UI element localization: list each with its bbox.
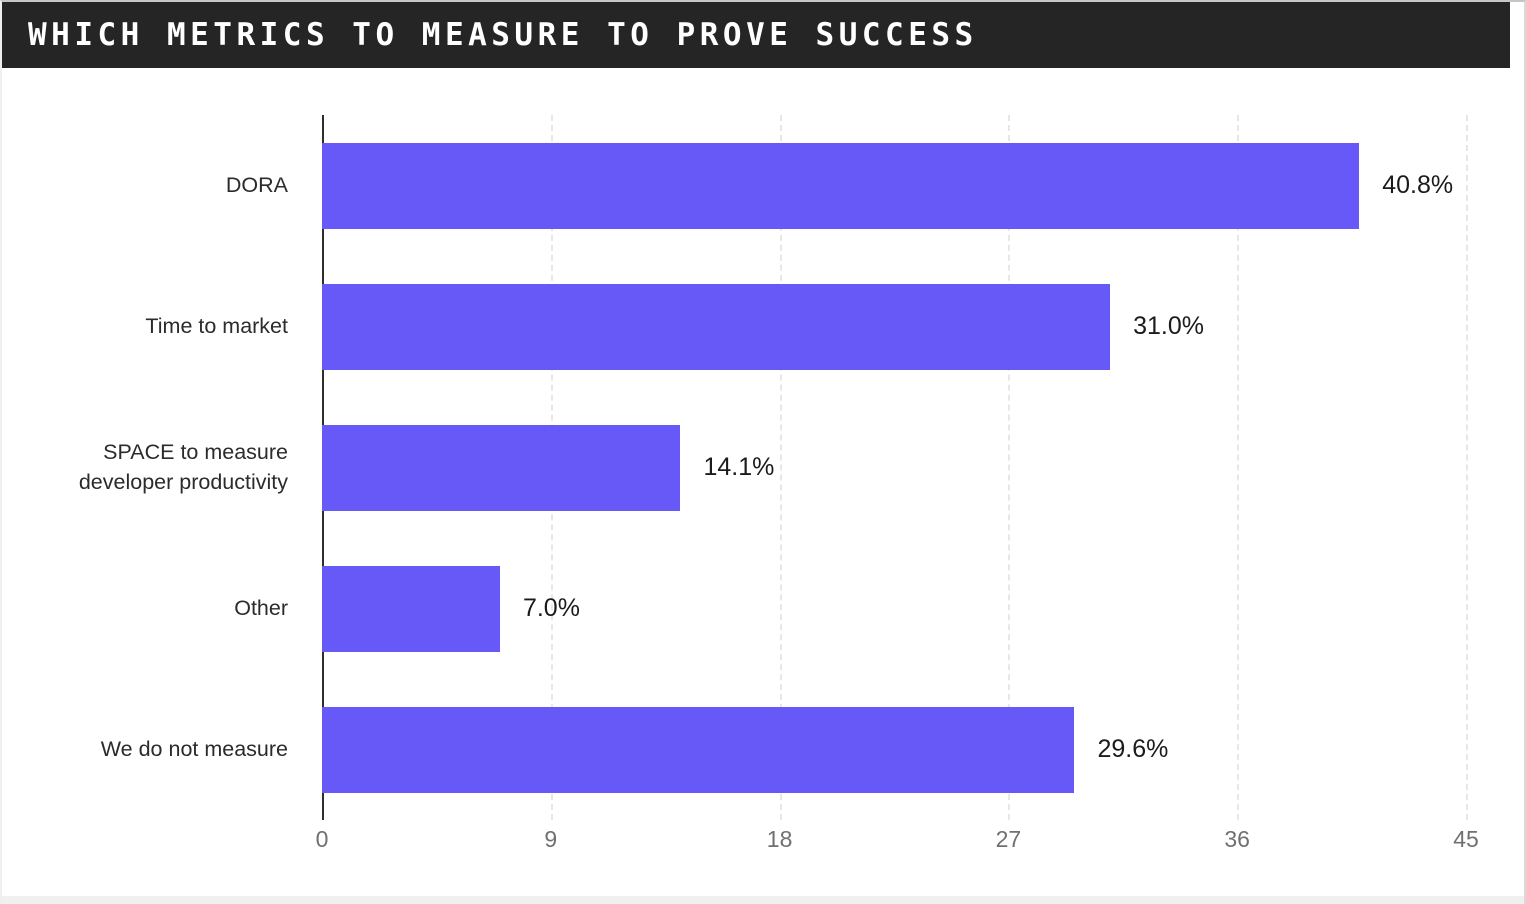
gridline [1008,115,1011,820]
bar-track: 31.0% [322,283,1466,370]
gridline [1237,115,1240,820]
category-label: Time to market [145,313,288,338]
bar [322,565,500,652]
bar-track: 14.1% [322,424,1466,511]
value-label: 7.0% [522,594,580,622]
bar [322,706,1075,793]
value-label: 14.1% [703,453,775,481]
category-label: SPACE to measure developer productivity [78,440,288,494]
gridline [779,115,782,820]
chart-row: DORA 40.8% [2,115,1466,256]
category-label: DORA [225,172,288,197]
bar [322,142,1360,229]
bottom-strip [2,896,1524,904]
chart-title-bar: WHICH METRICS TO MEASURE TO PROVE SUCCES… [2,2,1510,68]
x-tick-label: 0 [315,826,329,852]
x-tick-label: 36 [1224,826,1250,852]
bar-track: 29.6% [322,706,1466,793]
x-tick-label: 18 [766,826,793,852]
value-label: 31.0% [1133,312,1204,340]
chart-row: SPACE to measure developer productivity … [2,397,1466,538]
value-label: 29.6% [1097,735,1169,763]
value-label: 40.8% [1382,171,1454,199]
category-label: Other [234,595,288,620]
chart-row: Other 7.0% [2,538,1466,679]
chart-title: WHICH METRICS TO MEASURE TO PROVE SUCCES… [28,17,978,53]
chart-rows: DORA 40.8% Time to market 31.0% SPACE to… [2,115,1466,820]
bar [322,424,681,511]
bar-track: 40.8% [322,142,1466,229]
gridline [1466,115,1468,820]
bar [322,283,1111,370]
category-label: We do not measure [100,736,288,761]
bar-track: 7.0% [322,565,1466,652]
chart-row: Time to market 31.0% [2,256,1466,397]
x-tick-label: 27 [995,826,1022,852]
x-tick-label: 45 [1453,826,1479,852]
chart-row: We do not measure 29.6% [2,679,1466,820]
x-tick-label: 9 [544,826,558,852]
x-axis: 0 9 18 27 36 45 [316,826,1479,868]
